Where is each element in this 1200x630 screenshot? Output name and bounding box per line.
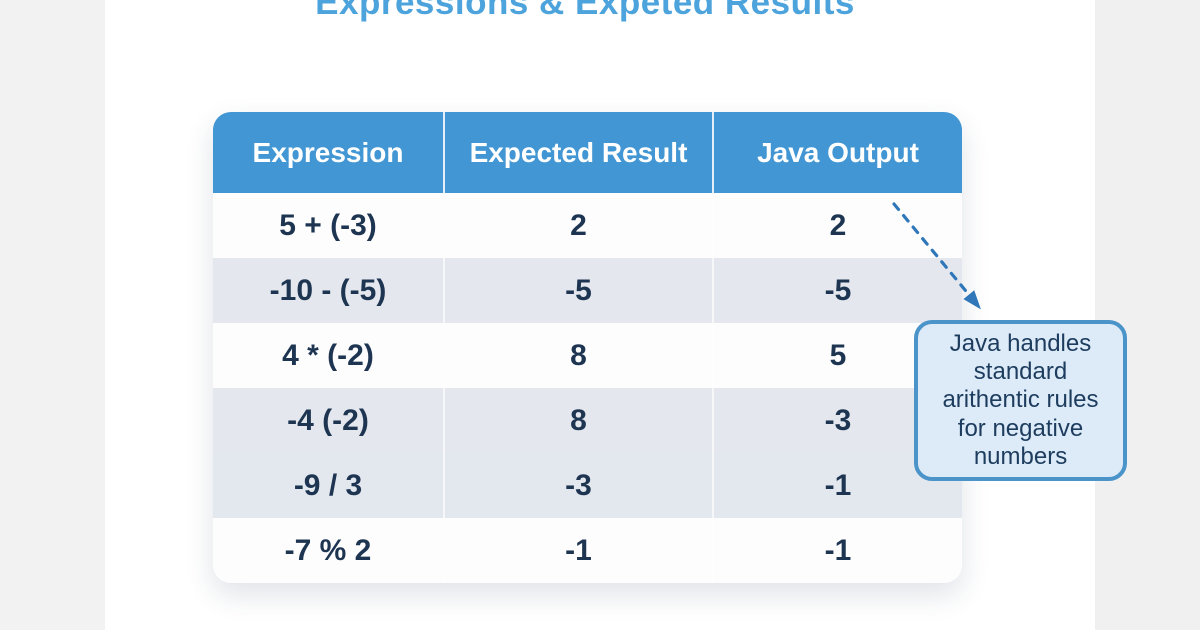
cell-expression: 4 * (-2)	[282, 338, 374, 372]
cell-expression: -7 % 2	[284, 533, 372, 567]
cell-java-output: 2	[712, 193, 962, 258]
cell-expression: -4 (-2)	[287, 403, 369, 437]
cell-expected: 8	[443, 323, 712, 388]
cell-expected: -3	[443, 453, 712, 518]
table-row: 5 + (-3) 2 2	[213, 193, 962, 258]
cell-java-output: -3	[712, 388, 962, 453]
table-row: -10 - (-5) -5 -5	[213, 258, 962, 323]
cell-java-output: -5	[712, 258, 962, 323]
column-header-expression: Expression	[252, 136, 404, 168]
annotation-callout: Java handles standard arithentic rules f…	[914, 320, 1127, 481]
dashed-arrow-icon	[892, 202, 981, 310]
column-header-expected-result: Expected Result	[443, 112, 712, 193]
annotation-text: Java handles standard arithentic rules f…	[942, 330, 1099, 470]
table-row: -7 % 2 -1 -1	[213, 518, 962, 583]
right-background-band	[1095, 0, 1200, 630]
table-row: -9 / 3 -3 -1	[213, 453, 962, 518]
cell-expected: -1	[443, 518, 712, 583]
cell-java-output: 5	[712, 323, 962, 388]
left-background-band	[0, 0, 105, 630]
cell-expression: -9 / 3	[293, 468, 363, 502]
table-row: 4 * (-2) 8 5	[213, 323, 962, 388]
cell-expected: -5	[443, 258, 712, 323]
column-header-java-output: Java Output	[712, 112, 962, 193]
table-row: -4 (-2) 8 -3	[213, 388, 962, 453]
cell-java-output: -1	[712, 453, 962, 518]
cell-expected: 2	[443, 193, 712, 258]
results-table: Expression Expected Result Java Output 5…	[213, 112, 962, 583]
cell-expression: 5 + (-3)	[279, 208, 377, 242]
cell-expected: 8	[443, 388, 712, 453]
cell-java-output: -1	[712, 518, 962, 583]
cell-expression: -10 - (-5)	[269, 273, 387, 307]
table-header-row: Expression Expected Result Java Output	[213, 112, 962, 193]
page-title: Expressions & Expeted Results	[315, 0, 855, 22]
